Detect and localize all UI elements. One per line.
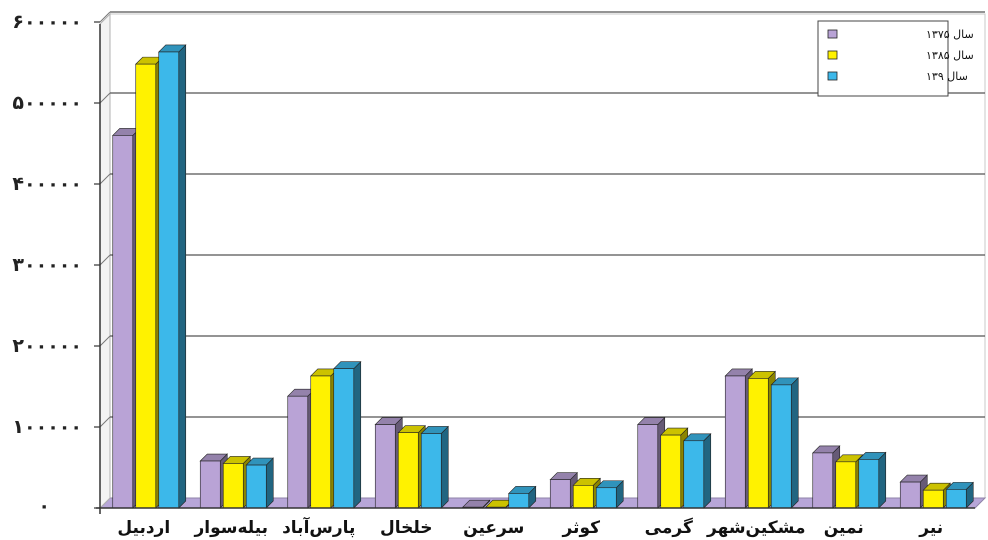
bar-front [922,489,944,509]
x-tick-label: بیله‌سوار [193,518,268,538]
gridline-diagonal [99,173,111,185]
bar [683,433,712,509]
bar-front [374,424,396,509]
gridline-diagonal [99,416,111,428]
bar [549,471,578,509]
bar-front [770,384,792,509]
bar-side [703,433,712,509]
y-tick-label: ۱۰۰۰۰۰ [12,416,82,438]
legend-label: سال ۱۳۸۵ [926,49,974,62]
bar [724,368,753,509]
bar [770,377,799,509]
y-tick-label: ۳۰۰۰۰۰ [12,254,82,276]
bar-side [440,425,449,509]
bar-front [135,63,157,509]
bar-side [353,360,362,509]
y-tick-label: ۶۰۰۰۰۰ [12,11,82,33]
bar-front [724,375,746,509]
x-tick-label: مشکین‌شهر [706,518,805,538]
y-axis-ticks: ۰ ۱۰۰۰۰۰ ۲۰۰۰۰۰ ۳۰۰۰۰۰ ۴۰۰۰۰۰ ۵۰۰۰۰۰ ۶۰۰۰۰۰ [12,11,100,517]
y-tick-label: ۰ [38,495,50,517]
bar [858,451,887,509]
x-tick-label: نیر [918,518,943,538]
bars-group [112,44,974,509]
bar-side [790,377,799,509]
axes [96,24,975,514]
side-wall [99,12,111,510]
bar-front [858,459,880,509]
x-tick-label: پارس‌آباد [282,516,355,538]
y-tick-label: ۴۰۰۰۰۰ [12,173,82,195]
bar-front [747,378,769,509]
bar [420,425,449,509]
bar-front [660,434,682,509]
x-tick-label: نمین [824,518,864,538]
bar-front [945,489,967,509]
bar-front [549,479,571,509]
bar [945,481,974,509]
x-tick-label: گرمی [645,517,693,538]
bar-front [595,487,617,509]
bar [333,360,362,509]
legend-swatch [827,50,838,60]
bar-front [333,368,355,509]
bar-front [637,424,659,509]
bar-front [222,463,244,509]
legend-box [817,20,949,97]
bar-front [112,135,134,509]
legend-swatch [827,71,838,81]
bar-side [265,457,274,509]
bar-front [199,460,221,509]
bar-front [397,432,419,509]
bar-front [812,452,834,509]
gridline-diagonal [99,11,111,23]
x-axis-ticks: اردبیل بیله‌سوار پارس‌آباد خلخال سرعین کوثر گر… [117,516,943,538]
gridline-diagonal [99,254,111,266]
x-tick-label: سرعین [463,518,524,538]
bar-front [572,485,594,509]
y-tick-label: ۵۰۰۰۰۰ [12,92,82,114]
legend: سال ۱۳۷۵ سال ۱۳۸۵ سال ۱۳۹ [817,20,974,97]
bar-front [835,461,857,509]
legend-swatch [827,29,838,39]
bar-front [899,481,921,509]
legend-label: سال ۱۳۷۵ [926,28,974,41]
bar-front [245,464,267,509]
y-tick-label: ۲۰۰۰۰۰ [12,335,82,357]
bar-front [158,51,180,509]
bar-front [508,493,530,509]
x-tick-label: کوثر [561,518,600,538]
bar-front [287,395,309,509]
bar [158,44,187,509]
legend-label: سال ۱۳۹ [926,70,968,83]
bar-side [878,451,887,509]
bar-front [310,375,332,509]
grid-lines [99,11,985,428]
bar [595,480,624,509]
x-tick-label: اردبیل [117,518,170,538]
gridline-diagonal [99,92,111,104]
x-tick-label: خلخال [380,518,433,538]
bar-side [178,44,187,509]
gridline-diagonal [99,335,111,347]
bar-front [420,433,442,509]
bar-front [683,440,705,509]
bar [245,457,274,509]
bar [508,485,537,509]
